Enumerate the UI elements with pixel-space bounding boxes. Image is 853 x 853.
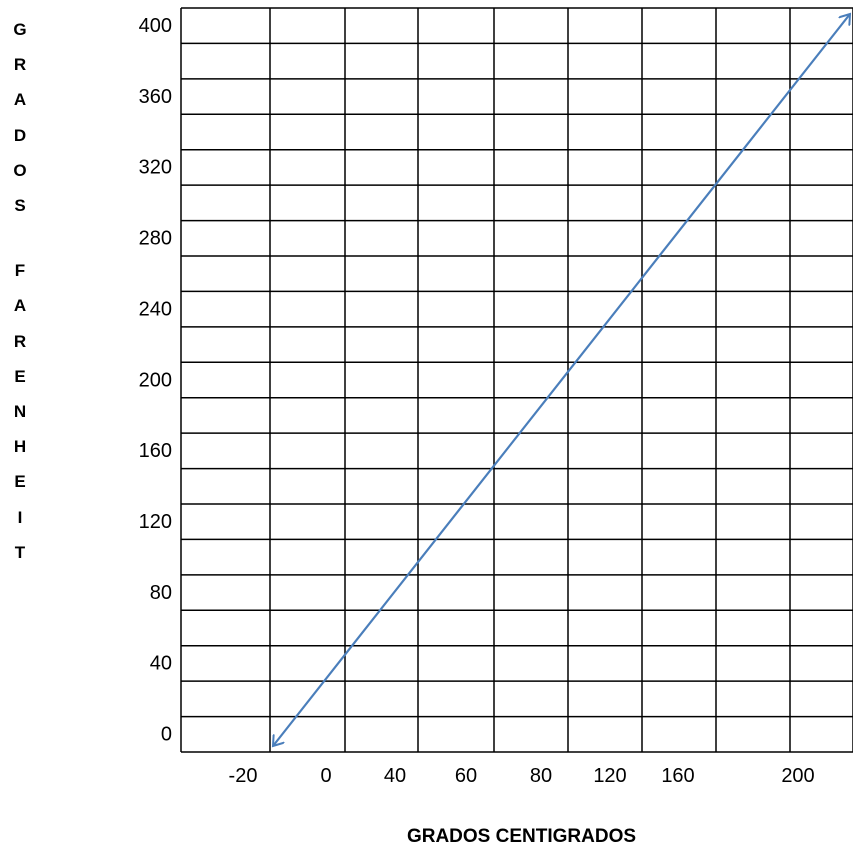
grid xyxy=(180,7,853,753)
y-axis-title-letter: T xyxy=(14,542,26,562)
y-tick-label: 160 xyxy=(139,440,172,462)
x-tick-label: 60 xyxy=(455,765,477,787)
y-axis-title-letter: F xyxy=(14,261,26,281)
y-tick-label: 360 xyxy=(139,86,172,108)
series-line xyxy=(273,14,850,746)
y-tick-label: 320 xyxy=(139,157,172,179)
x-axis-ticks: -20 0 40 60 80 120 160 200 xyxy=(229,765,815,787)
y-axis-title-letter: I xyxy=(17,507,23,527)
x-axis-title: GRADOS CENTIGRADOS xyxy=(406,826,637,847)
x-tick-label: 160 xyxy=(661,765,694,787)
y-tick-label: 280 xyxy=(139,228,172,250)
x-tick-label: 120 xyxy=(593,765,626,787)
y-axis-title-letter: E xyxy=(14,366,26,386)
y-tick-label: 400 xyxy=(139,15,172,37)
y-axis-title-letter: H xyxy=(13,437,27,457)
y-axis-title-letter: G xyxy=(13,20,27,39)
y-axis-title-letter: S xyxy=(14,196,26,215)
y-axis-title-letter: A xyxy=(13,90,27,110)
y-axis-title-letter: A xyxy=(13,296,27,316)
y-tick-label: 40 xyxy=(150,653,172,675)
x-tick-label: 200 xyxy=(781,765,814,787)
y-tick-label: 240 xyxy=(139,298,172,320)
y-axis-title-letter: R xyxy=(13,331,27,351)
series-layer xyxy=(273,14,850,746)
x-tick-label: 40 xyxy=(384,765,406,787)
x-tick-label: 0 xyxy=(320,765,331,787)
y-axis-title-letter: R xyxy=(13,55,27,75)
y-axis-title-letter: O xyxy=(13,160,27,180)
y-tick-label: 120 xyxy=(139,511,172,533)
y-axis-title-letter: E xyxy=(14,472,26,492)
y-tick-label: 0 xyxy=(161,724,172,746)
x-tick-label: -20 xyxy=(229,765,258,787)
y-tick-label: 200 xyxy=(139,369,172,391)
x-tick-label: 80 xyxy=(530,765,552,787)
y-axis-title-letter: N xyxy=(13,402,27,421)
y-axis-title-letter: D xyxy=(13,125,27,145)
y-tick-label: 80 xyxy=(150,582,172,604)
